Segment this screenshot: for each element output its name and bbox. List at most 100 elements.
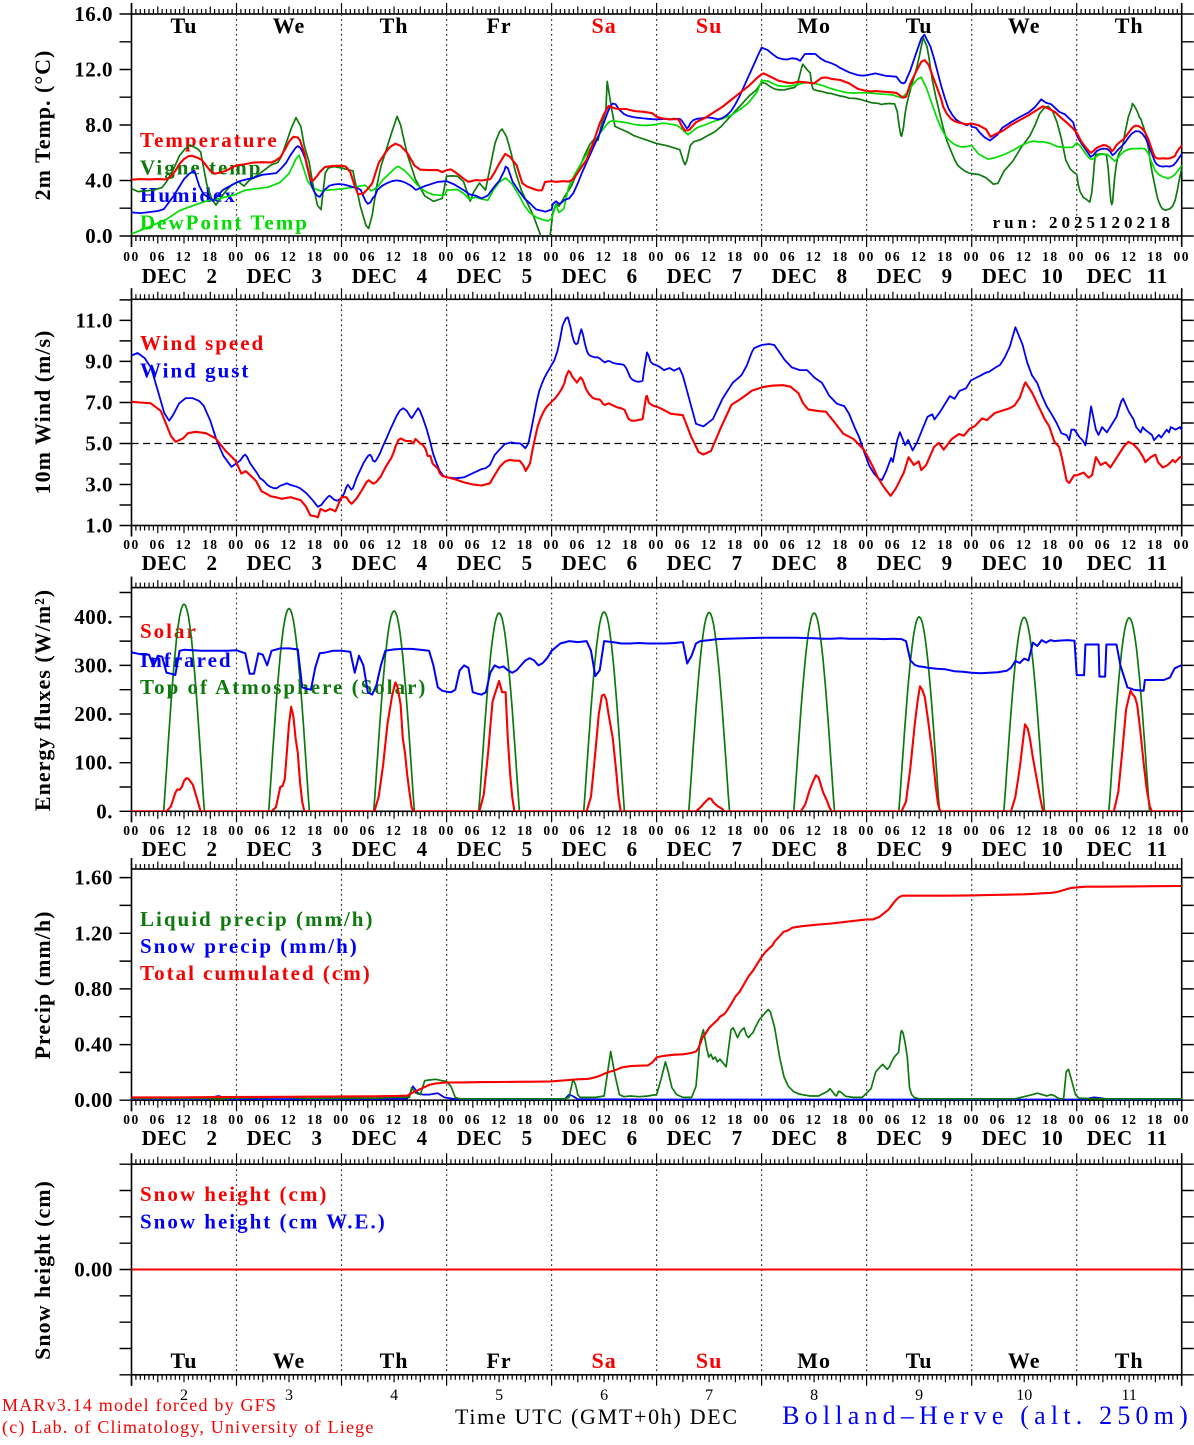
svg-text:3: 3 [312, 551, 323, 575]
svg-text:10: 10 [1041, 264, 1063, 288]
svg-text:Tu: Tu [906, 13, 933, 38]
svg-text:3: 3 [285, 1387, 293, 1404]
svg-text:12: 12 [911, 823, 928, 838]
svg-text:06: 06 [255, 1112, 272, 1127]
svg-text:11: 11 [1147, 1126, 1168, 1150]
svg-text:00: 00 [123, 823, 140, 838]
svg-text:06: 06 [990, 249, 1007, 264]
svg-text:12: 12 [806, 537, 823, 552]
svg-text:06: 06 [150, 537, 167, 552]
svg-text:12: 12 [911, 537, 928, 552]
svg-text:9.0: 9.0 [85, 349, 113, 373]
svg-text:DEC: DEC [982, 1126, 1028, 1150]
svg-text:06: 06 [570, 1112, 587, 1127]
svg-text:00: 00 [438, 823, 455, 838]
svg-text:18: 18 [517, 537, 534, 552]
svg-text:12: 12 [281, 1112, 298, 1127]
svg-text:06: 06 [675, 537, 692, 552]
svg-text:DEC: DEC [982, 551, 1028, 575]
svg-text:00: 00 [1068, 1112, 1085, 1127]
svg-text:DEC: DEC [142, 1126, 188, 1150]
svg-text:00: 00 [333, 537, 350, 552]
svg-text:2: 2 [207, 1126, 218, 1150]
svg-text:18: 18 [517, 1112, 534, 1127]
svg-text:DEC: DEC [142, 837, 188, 861]
svg-text:7.0: 7.0 [85, 391, 113, 415]
svg-text:DEC: DEC [562, 551, 608, 575]
svg-text:12: 12 [281, 537, 298, 552]
svg-text:06: 06 [885, 823, 902, 838]
svg-text:12: 12 [176, 537, 193, 552]
svg-text:12: 12 [176, 249, 193, 264]
svg-text:12: 12 [281, 823, 298, 838]
svg-text:18: 18 [202, 1112, 219, 1127]
svg-text:12: 12 [1121, 1112, 1138, 1127]
svg-text:3.0: 3.0 [85, 473, 113, 497]
svg-text:00: 00 [333, 1112, 350, 1127]
svg-text:12: 12 [1016, 823, 1033, 838]
svg-text:18: 18 [937, 249, 954, 264]
svg-text:1.0: 1.0 [85, 514, 113, 538]
svg-text:DEC: DEC [667, 1126, 713, 1150]
svg-text:Wind gust: Wind gust [140, 359, 250, 383]
svg-text:12: 12 [806, 249, 823, 264]
svg-text:00: 00 [963, 249, 980, 264]
svg-text:18: 18 [307, 249, 324, 264]
svg-text:Th: Th [1115, 13, 1144, 38]
svg-text:12: 12 [491, 1112, 508, 1127]
svg-text:Tu: Tu [171, 13, 198, 38]
svg-text:00: 00 [648, 537, 665, 552]
svg-text:Th: Th [380, 13, 409, 38]
svg-text:2: 2 [207, 837, 218, 861]
svg-text:06: 06 [885, 249, 902, 264]
svg-text:18: 18 [622, 823, 639, 838]
svg-text:12: 12 [701, 823, 718, 838]
svg-text:100.: 100. [74, 751, 113, 775]
svg-text:8: 8 [837, 837, 848, 861]
svg-text:06: 06 [360, 1112, 377, 1127]
svg-text:DEC: DEC [1087, 837, 1133, 861]
svg-text:7: 7 [732, 837, 743, 861]
svg-text:3: 3 [312, 1126, 323, 1150]
svg-text:00: 00 [543, 823, 560, 838]
svg-text:12: 12 [1121, 537, 1138, 552]
svg-text:Snow precip (mm/h): Snow precip (mm/h) [140, 934, 359, 958]
svg-text:18: 18 [412, 823, 429, 838]
svg-text:00: 00 [438, 537, 455, 552]
svg-text:DEC: DEC [352, 837, 398, 861]
svg-text:10: 10 [1041, 1126, 1063, 1150]
svg-text:Sa: Sa [591, 13, 616, 38]
svg-text:Snow height (cm W.E.): Snow height (cm W.E.) [140, 1210, 387, 1234]
svg-text:11: 11 [1147, 264, 1168, 288]
svg-text:06: 06 [780, 823, 797, 838]
svg-text:06: 06 [150, 249, 167, 264]
svg-text:Precip (mm/h): Precip (mm/h) [30, 911, 55, 1060]
svg-text:06: 06 [990, 537, 1007, 552]
svg-text:00: 00 [1173, 1112, 1190, 1127]
svg-text:06: 06 [360, 249, 377, 264]
svg-text:12: 12 [701, 249, 718, 264]
svg-text:00: 00 [543, 249, 560, 264]
svg-text:7: 7 [705, 1387, 713, 1404]
svg-text:DEC: DEC [457, 264, 503, 288]
svg-text:5: 5 [522, 837, 533, 861]
svg-text:Tu: Tu [906, 1348, 933, 1373]
svg-text:16.0: 16.0 [74, 2, 113, 26]
svg-text:06: 06 [780, 249, 797, 264]
svg-text:6: 6 [627, 837, 638, 861]
svg-text:9: 9 [942, 837, 953, 861]
svg-text:1.60: 1.60 [74, 866, 113, 890]
svg-text:06: 06 [990, 1112, 1007, 1127]
svg-text:DEC: DEC [247, 837, 293, 861]
svg-text:18: 18 [412, 249, 429, 264]
svg-text:2: 2 [207, 264, 218, 288]
svg-text:00: 00 [123, 537, 140, 552]
svg-text:DEC: DEC [142, 551, 188, 575]
svg-text:18: 18 [307, 823, 324, 838]
svg-text:12: 12 [281, 249, 298, 264]
svg-text:DEC: DEC [247, 1126, 293, 1150]
svg-text:00: 00 [1173, 249, 1190, 264]
svg-text:00: 00 [963, 537, 980, 552]
svg-text:06: 06 [570, 537, 587, 552]
svg-text:DEC: DEC [562, 837, 608, 861]
